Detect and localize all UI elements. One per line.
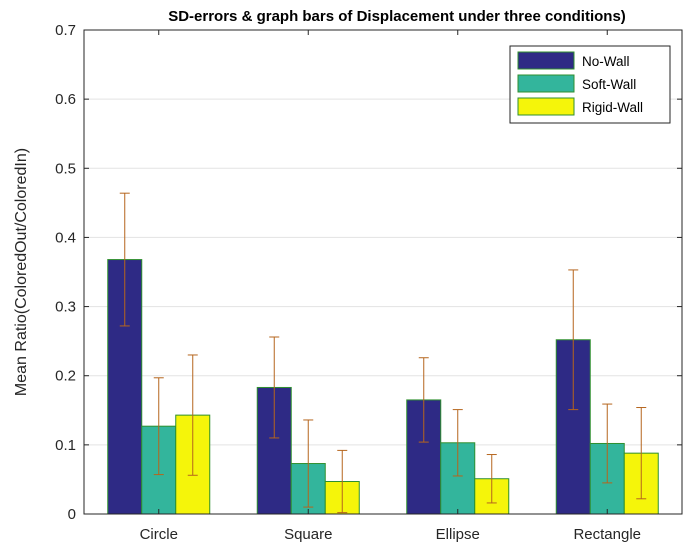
x-tick-label: Circle [140,526,178,543]
x-tick-label: Rectangle [573,526,641,543]
y-tick-label: 0.7 [55,22,76,39]
error-bars [119,192,647,514]
y-tick-label: 0.5 [55,160,76,177]
legend-swatch [517,74,575,93]
axes-box [83,29,683,515]
chart-title: SD-errors & graph bars of Displacement u… [168,8,626,25]
y-axis-ticks: 0 0.1 0.2 0.3 0.4 0.5 0.6 0.7 [55,22,682,523]
legend-label: Rigid-Wall [582,100,643,115]
y-axis-label: Mean Ratio(ColoredOut/ColoredIn) [13,148,30,396]
y-tick-label: 0.1 [55,437,76,454]
y-tick-label: 0.4 [55,229,76,246]
x-tick-label: Square [284,526,332,543]
y-tick-label: 0 [68,506,76,523]
x-tick-label: Ellipse [436,526,480,543]
x-axis-ticks: Circle Square Ellipse Rectangle [140,30,641,543]
y-tick-label: 0.3 [55,299,76,316]
grid-lines [84,98,682,446]
legend-swatch [517,51,575,70]
legend: No-Wall Soft-Wall Rigid-Wall [509,45,671,124]
bars [107,259,659,515]
y-tick-label: 0.2 [55,368,76,385]
legend-swatch [517,97,575,116]
legend-label: No-Wall [582,54,630,69]
legend-label: Soft-Wall [582,77,636,92]
y-tick-label: 0.6 [55,91,76,108]
